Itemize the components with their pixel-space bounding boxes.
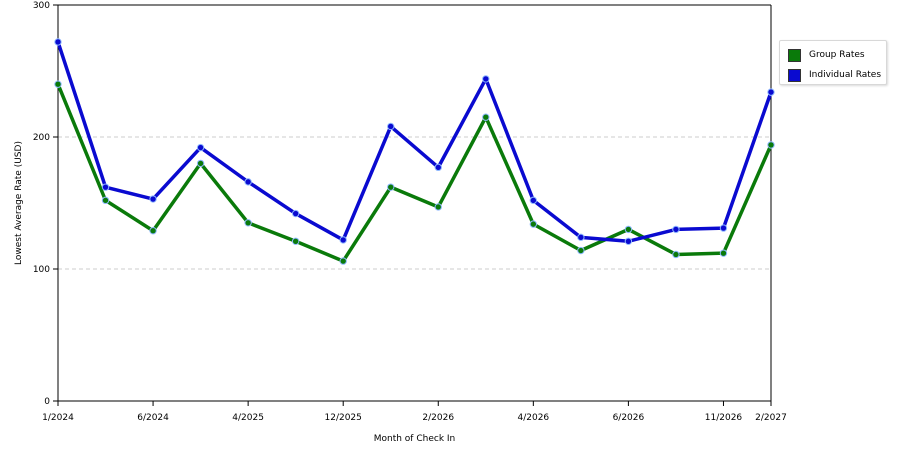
x-tick-label-10: 4/2026: [517, 413, 549, 423]
series-0-point-8: [434, 203, 442, 211]
series-0-point-4: [244, 219, 252, 227]
legend-swatch-group-rates: [788, 48, 801, 62]
y-tick-label-200: 200: [33, 133, 50, 143]
series-0-point-5: [291, 237, 300, 245]
series-1-point-13: [672, 225, 680, 234]
series-1-point-3: [196, 143, 205, 152]
y-tick-label-100: 100: [33, 265, 50, 275]
x-tick-label-6: 12/2025: [325, 413, 362, 423]
x-tick-label-2: 6/2024: [137, 413, 169, 423]
series-1-point-1: [101, 183, 110, 191]
series-1-point-15: [767, 88, 775, 96]
y-tick-label-0: 0: [44, 397, 50, 407]
legend-item-individual-rates: Individual Rates: [788, 68, 881, 82]
series-1-point-2: [149, 195, 157, 203]
series-1-point-10: [529, 196, 538, 205]
series-0-point-10: [529, 220, 538, 228]
legend-label-group-rates: Group Rates: [809, 50, 865, 60]
series-1-point-6: [339, 236, 347, 244]
series-0-point-6: [339, 257, 347, 265]
series-0-point-15: [767, 141, 775, 149]
series-0-point-3: [196, 159, 205, 168]
chart-legend: Group Rates Individual Rates: [779, 40, 887, 85]
series-0-point-14: [719, 249, 728, 257]
x-tick-label-8: 2/2026: [422, 413, 454, 423]
x-axis-title: Month of Check In: [374, 434, 456, 444]
legend-swatch-individual-rates: [788, 68, 801, 82]
series-1-point-9: [482, 75, 490, 83]
series-1-point-7: [387, 122, 395, 131]
series-0-point-7: [387, 183, 395, 191]
x-tick-label-15: 2/2027: [755, 413, 787, 423]
x-tick-label-0: 1/2024: [42, 413, 74, 423]
series-1-point-8: [434, 163, 442, 172]
series-0-point-2: [149, 227, 157, 235]
series-1-point-5: [291, 209, 300, 218]
series-line-1: [56, 40, 773, 244]
legend-label-individual-rates: Individual Rates: [809, 70, 882, 80]
series-0-point-9: [482, 113, 490, 121]
series-0-point-1: [101, 196, 110, 205]
y-tick-label-300: 300: [33, 1, 50, 11]
series-0-point-13: [672, 250, 680, 259]
series-1-point-11: [577, 233, 585, 242]
y-axis-title: Lowest Average Rate (USD): [14, 141, 24, 265]
series-1-point-14: [719, 224, 728, 232]
series-line-0: [56, 82, 773, 263]
x-tick-label-4: 4/2025: [232, 413, 264, 423]
series-0-point-12: [624, 225, 633, 234]
x-tick-label-14: 11/2026: [705, 413, 743, 423]
series-0-point-0: [54, 80, 62, 88]
series-0-point-11: [577, 246, 585, 255]
series-1-point-4: [244, 178, 252, 186]
series-1-point-12: [624, 237, 633, 245]
x-tick-label-12: 6/2026: [613, 413, 645, 423]
series-1-point-0: [54, 38, 62, 46]
legend-item-group-rates: Group Rates: [788, 48, 865, 62]
